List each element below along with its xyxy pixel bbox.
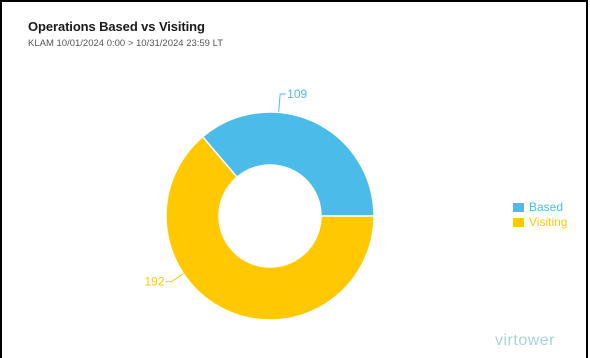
leader-line-visiting (165, 273, 184, 283)
chart-subtitle: KLAM 10/01/2024 0:00 > 10/31/2024 23:59 … (28, 38, 223, 49)
legend-label-visiting: Visiting (529, 215, 568, 229)
legend-label-based: Based (529, 200, 564, 214)
virtower-watermark: virtower (495, 332, 556, 349)
donut-slice-visiting[interactable] (165, 135, 375, 321)
chart-title: Operations Based vs Visiting (28, 19, 205, 34)
legend-item-based[interactable]: Based (513, 200, 567, 215)
data-label-based: 109 (287, 87, 307, 101)
chart-legend: Based Visiting (513, 200, 567, 230)
donut-slice-based[interactable] (201, 111, 375, 217)
legend-swatch-based (513, 203, 524, 212)
data-label-visiting: 192 (144, 275, 164, 289)
legend-item-visiting[interactable]: Visiting (513, 215, 567, 230)
legend-swatch-visiting (513, 218, 524, 227)
leader-line-based (278, 93, 287, 113)
